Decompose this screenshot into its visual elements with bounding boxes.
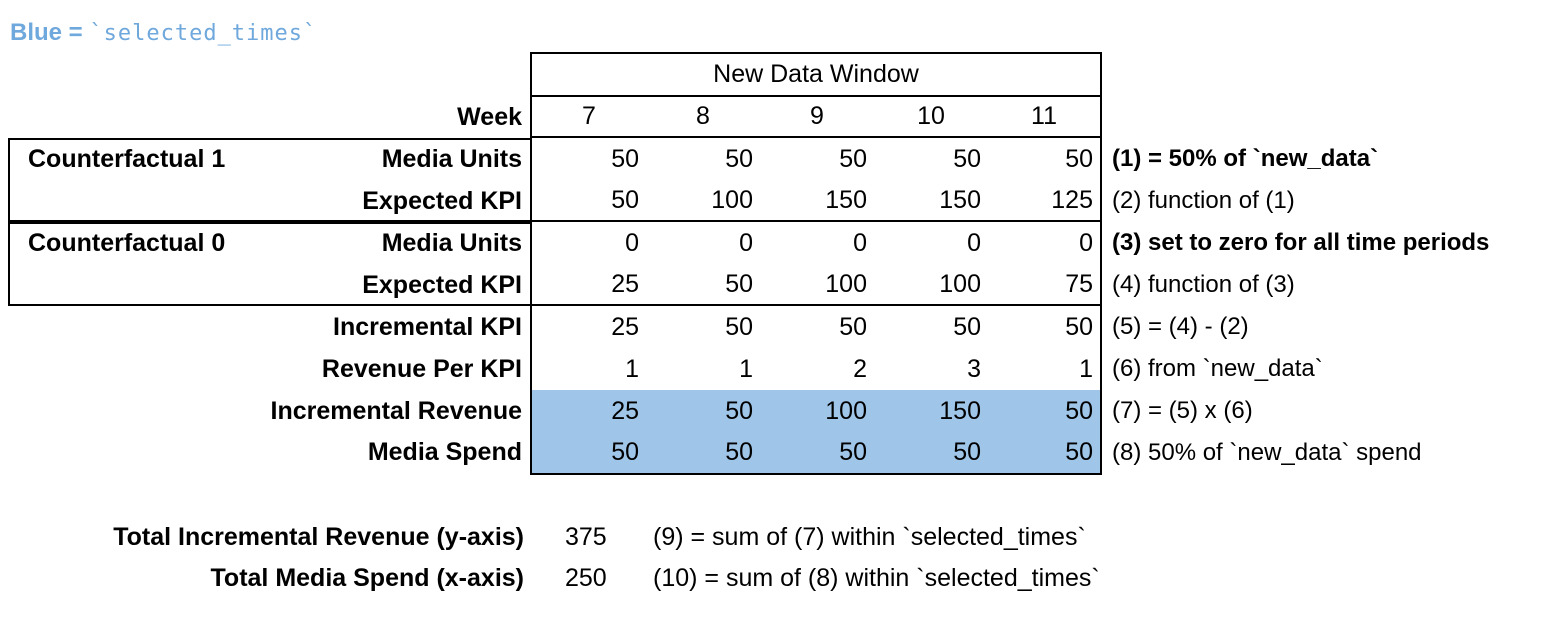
table-cell: 25 [611,312,639,341]
table-cell: 0 [967,228,981,257]
total-incremental-revenue-label: Total Incremental Revenue (y-axis) [113,523,524,551]
table-cell: 0 [1079,228,1093,257]
table-cell: 50 [839,312,867,341]
legend-code-selected-times: `selected_times` [89,21,318,46]
table-cell: 0 [853,228,867,257]
row-note-5: (5) = (4) - (2) [1112,313,1249,340]
table-cell: 0 [739,228,753,257]
table-cell: 50 [725,269,753,298]
table-cell: 50 [953,312,981,341]
table-cell: 50 [1065,438,1093,466]
table-cell: 150 [939,396,981,425]
total-media-spend-note: (10) = sum of (8) within `selected_times… [653,564,1100,592]
total-incremental-revenue-note: (9) = sum of (7) within `selected_times` [653,523,1086,551]
table-row-incremental-kpi: 25 50 50 50 50 [532,306,1100,348]
table-cell: 100 [939,269,981,298]
row-label-expected-kpi-cf0: Expected KPI [362,270,522,299]
table-cell: 50 [953,438,981,466]
table-cell: 50 [1065,144,1093,173]
total-media-spend-label: Total Media Spend (x-axis) [210,564,524,592]
table-cell: 25 [611,396,639,425]
row-note-8: (8) 50% of `new_data` spend [1112,438,1422,466]
row-label-incremental-kpi: Incremental KPI [333,312,522,341]
row-note-1: (1) = 50% of `new_data` [1112,145,1379,172]
table-cell: 50 [725,312,753,341]
row-note-3: (3) set to zero for all time periods [1112,229,1490,256]
row-label-media-spend: Media Spend [367,438,522,466]
table-cell: 150 [825,185,867,214]
table-row-incremental-revenue-highlighted: 25 50 100 150 50 [532,390,1100,432]
row-label-column: Week Media Units Expected KPI Media Unit… [0,97,526,473]
table-cell: 50 [953,144,981,173]
week-cell: 8 [696,102,710,130]
table-row-media-units-cf0: 0 0 0 0 0 [532,222,1100,264]
table-cell: 50 [611,144,639,173]
table-cell: 3 [967,354,981,383]
row-note-6: (6) from `new_data` [1112,355,1323,382]
week-row-label: Week [457,103,522,131]
week-cell: 10 [917,102,945,130]
new-data-window-table: New Data Window 7 8 9 10 11 50 50 50 50 … [530,52,1102,475]
row-note-2: (2) function of (1) [1112,187,1295,214]
week-header-row: 7 8 9 10 11 [532,97,1100,138]
total-media-spend-row: Total Media Spend (x-axis) 250 (10) = su… [0,558,1100,599]
row-label-media-units-cf1: Media Units [381,144,522,173]
table-row-revenue-per-kpi: 1 1 2 3 1 [532,348,1100,390]
totals-section: Total Incremental Revenue (y-axis) 375 (… [0,517,1100,599]
row-label-incremental-revenue: Incremental Revenue [270,396,523,425]
group-label-counterfactual-1: Counterfactual 1 [28,144,226,173]
week-cell: 7 [582,102,596,130]
table-cell: 50 [839,144,867,173]
table-cell: 150 [939,185,981,214]
row-note-4: (4) function of (3) [1112,271,1295,298]
table-cell: 75 [1065,269,1093,298]
week-cell: 9 [810,102,824,130]
total-incremental-revenue-row: Total Incremental Revenue (y-axis) 375 (… [0,517,1100,558]
table-cell: 50 [611,185,639,214]
total-media-spend-value: 250 [565,564,607,592]
annotation-column: (1) = 50% of `new_data` (2) function of … [1112,138,1489,473]
table-row-media-units-cf1: 50 50 50 50 50 [532,138,1100,180]
table-cell: 25 [611,269,639,298]
row-label-media-units-cf0: Media Units [381,228,522,257]
table-cell: 1 [625,354,639,383]
row-label-expected-kpi-cf1: Expected KPI [362,186,522,215]
table-cell: 50 [839,438,867,466]
legend: Blue = `selected_times` [10,19,317,47]
table-cell: 0 [625,228,639,257]
row-note-7: (7) = (5) x (6) [1112,397,1253,424]
table-cell: 50 [1065,312,1093,341]
table-cell: 50 [725,438,753,466]
week-cell: 11 [1031,102,1057,130]
group-label-counterfactual-0: Counterfactual 0 [28,228,226,257]
table-cell: 1 [739,354,753,383]
legend-prefix: Blue = [10,19,90,46]
table-cell: 100 [825,269,867,298]
table-cell: 2 [853,354,867,383]
table-cell: 50 [1065,396,1093,425]
table-cell: 125 [1051,185,1093,214]
table-cell: 100 [825,396,867,425]
row-label-revenue-per-kpi: Revenue Per KPI [321,354,522,383]
table-cell: 50 [725,396,753,425]
table-cell: 100 [711,185,753,214]
total-incremental-revenue-value: 375 [565,523,607,551]
table-row-expected-kpi-cf0: 25 50 100 100 75 [532,264,1100,306]
table-row-expected-kpi-cf1: 50 100 150 150 125 [532,180,1100,222]
table-row-media-spend-highlighted: 50 50 50 50 50 [532,432,1100,473]
table-cell: 50 [725,144,753,173]
table-cell: 50 [611,438,639,466]
table-cell: 1 [1079,354,1093,383]
table-header-new-data-window: New Data Window [532,54,1100,97]
